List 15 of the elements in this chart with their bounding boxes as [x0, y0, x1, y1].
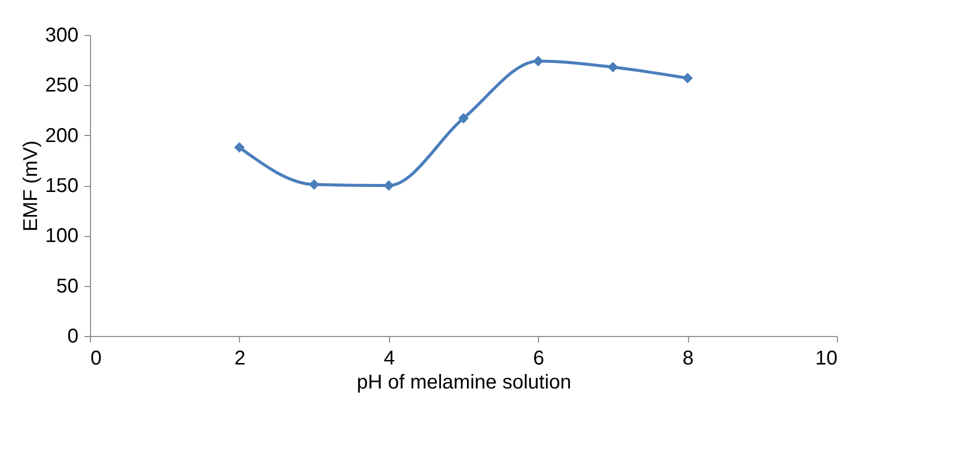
y-tick-label: 250 [45, 74, 78, 97]
y-tick-label: 150 [45, 175, 78, 197]
x-axis-title: pH of melamine solution [356, 372, 572, 394]
x-tick-label: 0 [90, 348, 102, 370]
x-tick-label: 10 [815, 348, 838, 370]
x-tick-label: 4 [384, 348, 395, 370]
y-tick-label: 0 [67, 326, 78, 348]
y-tick-label: 100 [45, 225, 78, 248]
y-axis-title: EMF (mV) [20, 140, 42, 232]
y-tick-label: 200 [45, 124, 78, 147]
x-tick-label: 8 [682, 348, 694, 370]
y-tick-label: 300 [45, 24, 78, 46]
y-tick-label: 50 [56, 275, 78, 298]
x-tick-label: 6 [533, 348, 544, 370]
x-tick-label: 2 [234, 348, 246, 370]
